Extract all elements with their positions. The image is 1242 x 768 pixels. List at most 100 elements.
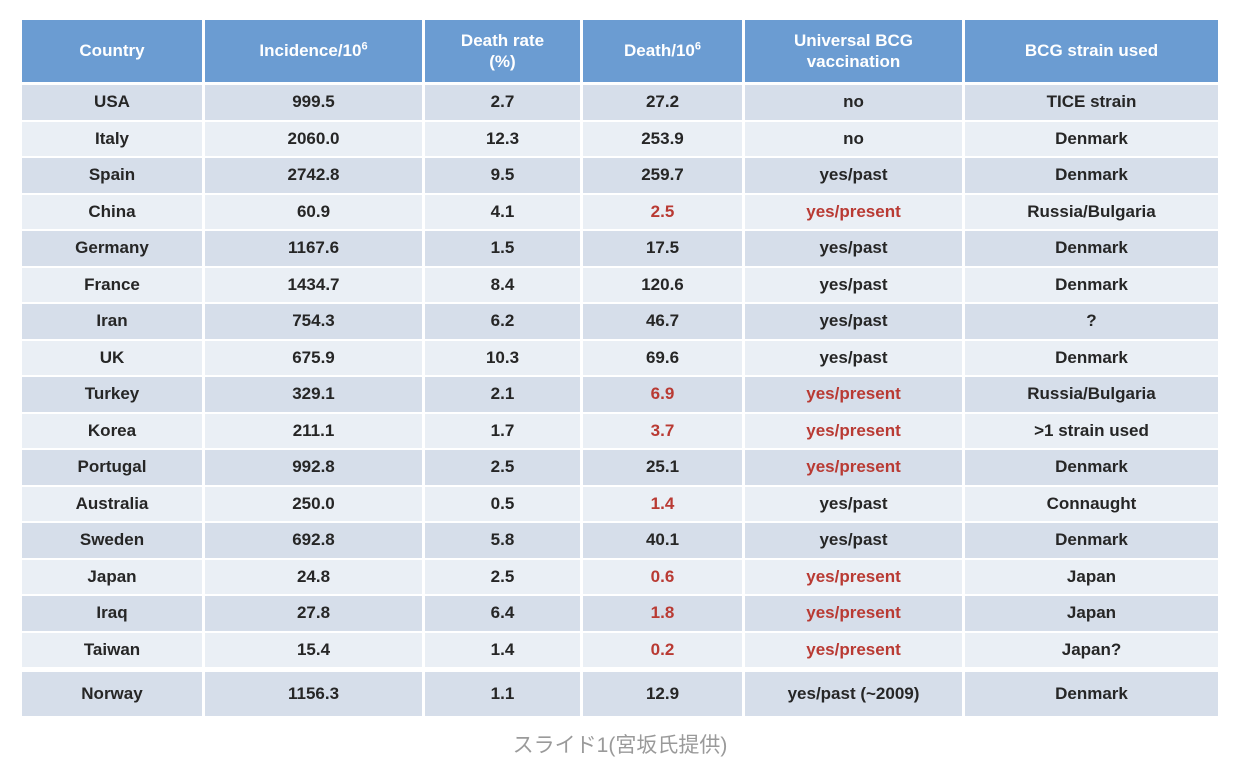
table-row: USA 999.5 2.7 27.2 no TICE strain [22, 85, 1218, 122]
cell-death-rate: 10.3 [425, 340, 583, 377]
header-cell: Death rate (%) [425, 20, 583, 85]
cell-deaths-per-million: 69.6 [583, 340, 745, 377]
table-row: Iran 754.3 6.2 46.7 yes/past ? [22, 304, 1218, 341]
cell-incidence: 999.5 [205, 85, 425, 122]
header-row: Country Incidence/106 Death rate (%) Deat… [22, 20, 1218, 85]
cell-country: Australia [22, 486, 205, 523]
table-row: Sweden 692.8 5.8 40.1 yes/past Denmark [22, 523, 1218, 560]
table-row: Turkey 329.1 2.1 6.9 yes/present Russia/… [22, 377, 1218, 414]
cell-bcg-vaccination: yes/present [745, 377, 965, 414]
header-label: BCG strain used [1024, 41, 1159, 61]
table-caption: スライド1(宮坂氏提供) [512, 734, 728, 757]
cell-incidence: 1156.3 [205, 669, 425, 716]
cell-bcg-strain: Russia/Bulgaria [965, 194, 1218, 231]
cell-death-rate: 6.2 [425, 304, 583, 341]
cell-country: Sweden [22, 523, 205, 560]
cell-bcg-strain: Denmark [965, 340, 1218, 377]
cell-deaths-per-million: 40.1 [583, 523, 745, 560]
cell-incidence: 1167.6 [205, 231, 425, 268]
header-label: Death/10 [624, 41, 695, 61]
cell-death-rate: 8.4 [425, 267, 583, 304]
header-cell: Incidence/106 [205, 20, 425, 85]
cell-incidence: 60.9 [205, 194, 425, 231]
cell-death-rate: 2.7 [425, 85, 583, 122]
cell-deaths-per-million: 2.5 [583, 194, 745, 231]
table-row: France 1434.7 8.4 120.6 yes/past Denmark [22, 267, 1218, 304]
cell-deaths-per-million: 12.9 [583, 669, 745, 716]
table-header: Country Incidence/106 Death rate (%) Deat… [22, 20, 1218, 85]
table-row: China 60.9 4.1 2.5 yes/present Russia/Bu… [22, 194, 1218, 231]
cell-bcg-vaccination: yes/past [745, 523, 965, 560]
cell-incidence: 250.0 [205, 486, 425, 523]
header-cell: Universal BCG vaccination [745, 20, 965, 85]
cell-incidence: 24.8 [205, 559, 425, 596]
table-row: Germany 1167.6 1.5 17.5 yes/past Denmark [22, 231, 1218, 268]
cell-death-rate: 0.5 [425, 486, 583, 523]
header-cell: Country [22, 20, 205, 85]
cell-bcg-vaccination: yes/present [745, 450, 965, 487]
cell-deaths-per-million: 0.2 [583, 632, 745, 669]
cell-bcg-strain: Japan [965, 559, 1218, 596]
cell-incidence: 15.4 [205, 632, 425, 669]
table-row: Korea 211.1 1.7 3.7 yes/present >1 strai… [22, 413, 1218, 450]
cell-country: USA [22, 85, 205, 122]
cell-incidence: 992.8 [205, 450, 425, 487]
header-label: Country [79, 41, 145, 61]
cell-deaths-per-million: 0.6 [583, 559, 745, 596]
cell-bcg-vaccination: yes/past [745, 340, 965, 377]
cell-bcg-strain: Japan? [965, 632, 1218, 669]
table-row: Italy 2060.0 12.3 253.9 no Denmark [22, 121, 1218, 158]
table-row: Norway 1156.3 1.1 12.9 yes/past (~2009) … [22, 669, 1218, 716]
cell-bcg-strain: Denmark [965, 121, 1218, 158]
cell-deaths-per-million: 6.9 [583, 377, 745, 414]
cell-death-rate: 1.7 [425, 413, 583, 450]
header-label: Death rate [460, 30, 545, 50]
cell-country: Iraq [22, 596, 205, 633]
cell-country: Portugal [22, 450, 205, 487]
cell-bcg-strain: Denmark [965, 267, 1218, 304]
cell-bcg-vaccination: yes/present [745, 596, 965, 633]
cell-country: Spain [22, 158, 205, 195]
cell-deaths-per-million: 253.9 [583, 121, 745, 158]
cell-country: Iran [22, 304, 205, 341]
header-label: Incidence/10 [259, 41, 362, 61]
cell-death-rate: 4.1 [425, 194, 583, 231]
table-row: Japan 24.8 2.5 0.6 yes/present Japan [22, 559, 1218, 596]
table-row: Australia 250.0 0.5 1.4 yes/past Connaug… [22, 486, 1218, 523]
cell-bcg-vaccination: yes/past [745, 158, 965, 195]
table-row: Portugal 992.8 2.5 25.1 yes/present Denm… [22, 450, 1218, 487]
header-superscript: 6 [694, 40, 701, 53]
cell-bcg-vaccination: yes/past [745, 486, 965, 523]
cell-incidence: 2060.0 [205, 121, 425, 158]
header-label: Universal BCG [793, 30, 914, 50]
cell-death-rate: 2.1 [425, 377, 583, 414]
table-row: Spain 2742.8 9.5 259.7 yes/past Denmark [22, 158, 1218, 195]
cell-death-rate: 5.8 [425, 523, 583, 560]
cell-deaths-per-million: 3.7 [583, 413, 745, 450]
cell-death-rate: 2.5 [425, 450, 583, 487]
cell-deaths-per-million: 1.8 [583, 596, 745, 633]
cell-bcg-vaccination: yes/present [745, 413, 965, 450]
cell-country: UK [22, 340, 205, 377]
cell-bcg-vaccination: yes/past [745, 304, 965, 341]
cell-bcg-strain: Denmark [965, 523, 1218, 560]
cell-bcg-vaccination: yes/present [745, 559, 965, 596]
cell-death-rate: 12.3 [425, 121, 583, 158]
cell-country: Japan [22, 559, 205, 596]
cell-deaths-per-million: 46.7 [583, 304, 745, 341]
cell-bcg-strain: ? [965, 304, 1218, 341]
cell-death-rate: 1.5 [425, 231, 583, 268]
cell-deaths-per-million: 27.2 [583, 85, 745, 122]
header-cell: Death/106 [583, 20, 745, 85]
cell-bcg-vaccination: no [745, 85, 965, 122]
cell-bcg-vaccination: no [745, 121, 965, 158]
cell-death-rate: 2.5 [425, 559, 583, 596]
header-cell: BCG strain used [965, 20, 1218, 85]
cell-country: France [22, 267, 205, 304]
header-superscript: 6 [361, 40, 368, 53]
cell-bcg-strain: Japan [965, 596, 1218, 633]
cell-bcg-strain: TICE strain [965, 85, 1218, 122]
cell-country: Korea [22, 413, 205, 450]
cell-bcg-vaccination: yes/past [745, 231, 965, 268]
cell-bcg-vaccination: yes/present [745, 194, 965, 231]
